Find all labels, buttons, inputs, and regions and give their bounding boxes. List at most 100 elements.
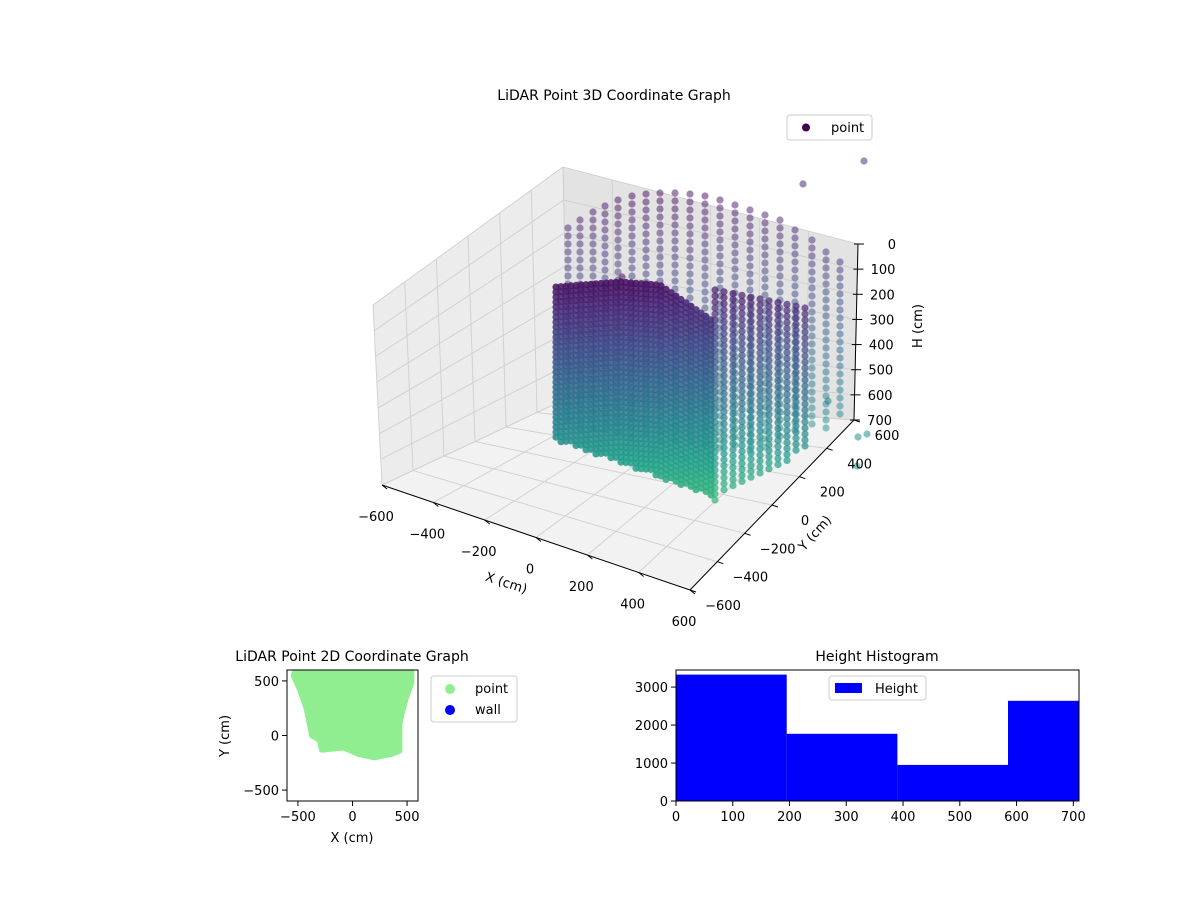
data-point xyxy=(628,216,636,224)
data-point xyxy=(720,294,728,302)
data-point xyxy=(628,264,636,272)
data-point xyxy=(711,448,719,456)
data-point xyxy=(774,365,782,373)
data-point xyxy=(792,308,800,316)
chart-histogram: Height Histogram 0 100 200 300 400 500 600 7000… xyxy=(635,649,1086,825)
data-point xyxy=(564,232,572,240)
data-point xyxy=(808,388,816,396)
data-point xyxy=(711,400,719,408)
data-point xyxy=(601,266,609,274)
data-point xyxy=(801,424,809,432)
data-point xyxy=(656,261,664,269)
z-grid-line xyxy=(375,232,857,357)
data-point xyxy=(701,288,709,296)
data-point xyxy=(801,334,809,342)
data-point xyxy=(791,274,799,282)
data-point xyxy=(801,412,809,420)
chart-3d: LiDAR Point 3D Coordinate Graph −600 −400… xyxy=(358,88,926,630)
data-point xyxy=(729,326,737,334)
data-point xyxy=(729,356,737,364)
data-point xyxy=(791,234,799,242)
data-point xyxy=(747,407,755,415)
data-point xyxy=(808,372,816,380)
data-point xyxy=(686,278,694,286)
data-point xyxy=(765,333,773,341)
data-point xyxy=(836,362,844,370)
data-point xyxy=(774,383,782,391)
data-point xyxy=(720,372,728,380)
legend-marker-point xyxy=(445,684,455,694)
chart-3d-xlabel: X (cm) xyxy=(483,570,529,598)
data-point xyxy=(671,205,679,213)
histogram-bar xyxy=(786,733,898,801)
data-point xyxy=(801,346,809,354)
data-point xyxy=(720,324,728,332)
data-point xyxy=(765,357,773,365)
data-point xyxy=(792,416,800,424)
data-point xyxy=(729,368,737,376)
data-point xyxy=(801,328,809,336)
data-point xyxy=(729,338,737,346)
data-point xyxy=(792,344,800,352)
data-point xyxy=(792,398,800,406)
data-point xyxy=(783,384,791,392)
data-point xyxy=(601,202,609,210)
data-point xyxy=(783,348,791,356)
data-point xyxy=(711,406,719,414)
data-point xyxy=(729,458,737,466)
data-point xyxy=(765,309,773,317)
data-point xyxy=(576,240,584,248)
data-point xyxy=(656,197,664,205)
data-point xyxy=(792,386,800,394)
data-point xyxy=(716,212,724,220)
data-point xyxy=(642,198,650,206)
data-point xyxy=(783,390,791,398)
data-point xyxy=(801,430,809,438)
data-point xyxy=(711,496,719,504)
data-point xyxy=(791,290,799,298)
data-point xyxy=(783,330,791,338)
data-point xyxy=(701,248,709,256)
data-point xyxy=(720,462,728,470)
data-point xyxy=(765,459,773,467)
data-point xyxy=(765,441,773,449)
data-point xyxy=(729,344,737,352)
y-tick-label: 0 xyxy=(801,514,809,529)
data-point xyxy=(774,311,782,319)
data-point xyxy=(808,348,816,356)
data-point xyxy=(614,212,622,220)
data-point xyxy=(756,385,764,393)
data-point xyxy=(720,330,728,338)
z-tick-label: 200 xyxy=(870,288,895,303)
data-point xyxy=(808,340,816,348)
data-point xyxy=(628,232,636,240)
data-point xyxy=(701,272,709,280)
data-point xyxy=(720,306,728,314)
z-axis-line xyxy=(853,243,859,421)
histogram-bar xyxy=(897,764,1009,801)
data-point xyxy=(808,284,816,292)
data-point xyxy=(756,409,764,417)
data-point xyxy=(729,452,737,460)
legend-marker-wall xyxy=(445,705,455,715)
data-point xyxy=(738,411,746,419)
data-point xyxy=(711,370,719,378)
data-point xyxy=(614,268,622,276)
data-point xyxy=(756,439,764,447)
data-point xyxy=(836,370,844,378)
data-point xyxy=(731,209,739,217)
y-tick-label: −600 xyxy=(705,599,741,614)
data-point xyxy=(656,237,664,245)
data-point xyxy=(711,334,719,342)
data-point xyxy=(801,388,809,396)
data-point xyxy=(776,216,784,224)
data-point xyxy=(642,270,650,278)
data-point xyxy=(720,318,728,326)
data-point xyxy=(808,404,816,412)
data-point xyxy=(729,428,737,436)
data-point xyxy=(701,192,709,200)
x-tick-label: 0 xyxy=(526,563,534,578)
legend-swatch-height xyxy=(835,683,862,693)
data-point xyxy=(711,472,719,480)
data-point xyxy=(711,286,719,294)
